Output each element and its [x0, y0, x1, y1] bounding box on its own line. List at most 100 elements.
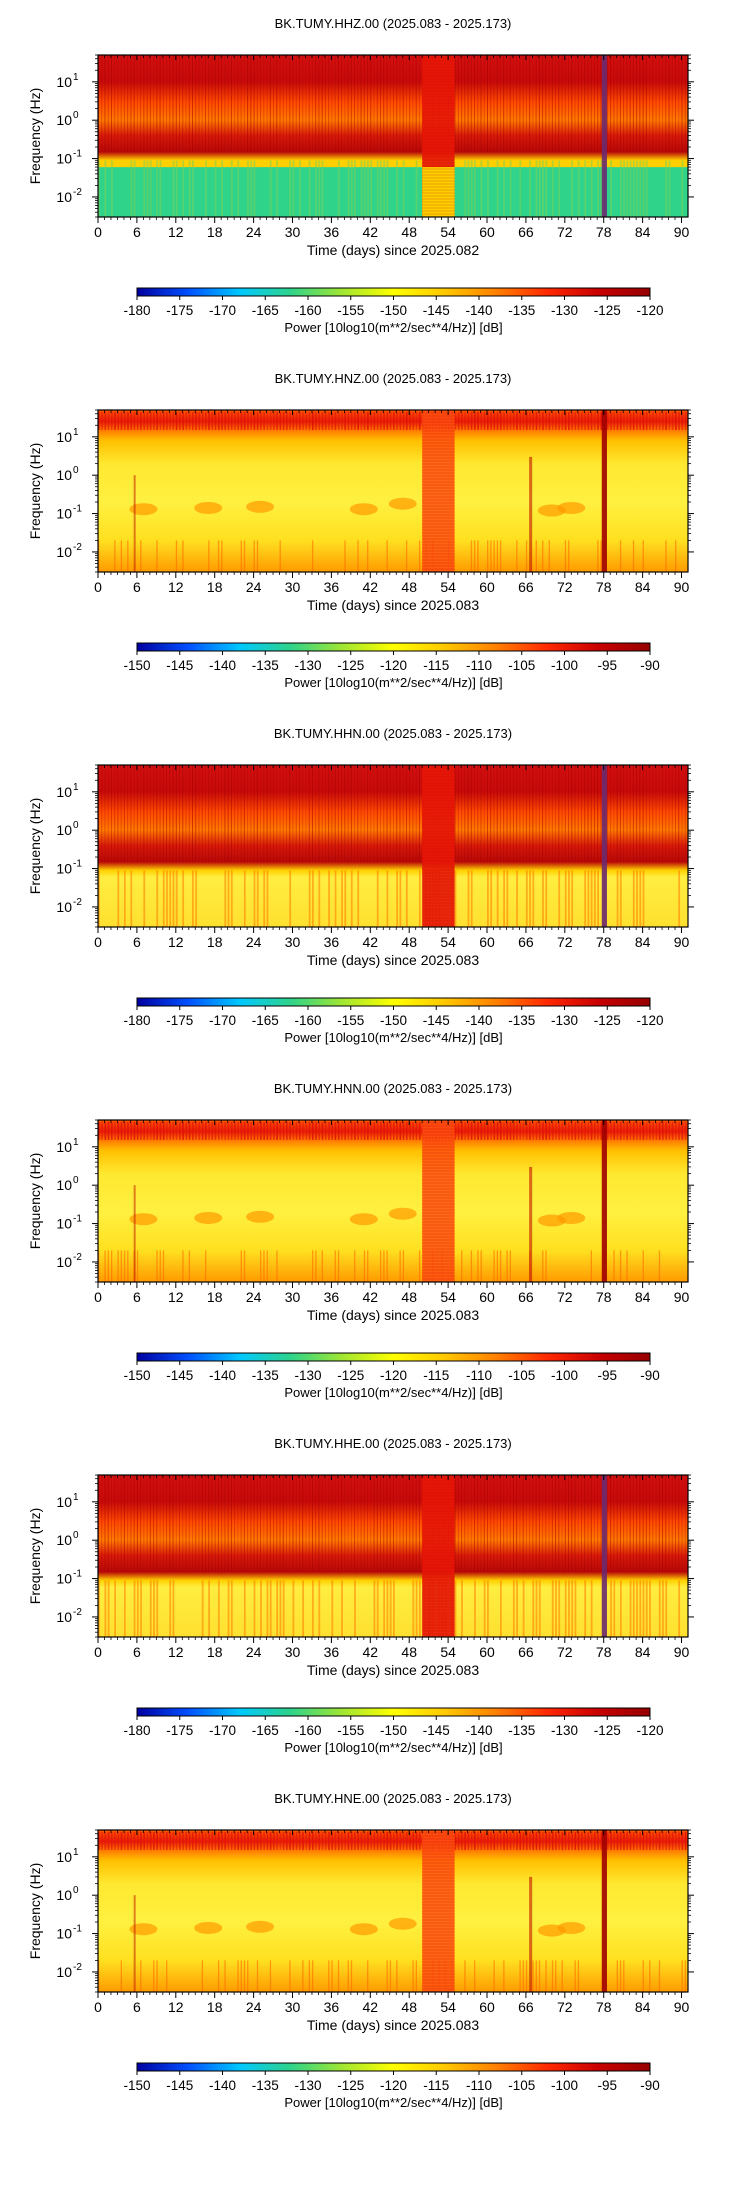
day-stripe — [555, 1580, 557, 1637]
day-stripe — [376, 1475, 378, 1572]
colorbar-tick-label: -160 — [294, 303, 321, 318]
colorbar-tick-label: -125 — [337, 658, 364, 673]
colorbar-tick-label: -175 — [166, 1013, 193, 1028]
day-stripe — [156, 1580, 159, 1637]
day-stripe — [548, 412, 551, 431]
day-stripe — [276, 160, 279, 217]
event-line — [601, 55, 607, 217]
day-stripe — [153, 765, 155, 862]
day-stripe — [490, 765, 492, 862]
day-stripe — [98, 412, 100, 431]
day-stripe — [201, 55, 203, 152]
day-stripe — [675, 540, 677, 572]
day-stripe — [558, 870, 561, 927]
day-stripe — [217, 1475, 219, 1572]
day-stripe — [678, 1580, 681, 1637]
day-stripe — [123, 1475, 125, 1572]
day-stripe — [418, 765, 420, 862]
y-axis-label: Frequency (Hz) — [27, 443, 43, 539]
x-tick-label: 84 — [635, 1289, 651, 1305]
day-stripe — [613, 1832, 616, 1851]
day-stripe — [104, 55, 106, 152]
day-stripe — [561, 1832, 564, 1851]
day-stripe — [120, 1122, 123, 1141]
day-stripe — [412, 1960, 414, 1992]
day-stripe — [146, 1832, 149, 1851]
day-stripe — [487, 1475, 488, 1572]
day-stripe — [418, 1580, 421, 1637]
day-stripe — [302, 1960, 304, 1992]
day-stripe — [198, 765, 200, 862]
day-stripe — [399, 1250, 401, 1282]
x-tick-label: 0 — [94, 1644, 102, 1660]
day-stripe — [649, 765, 651, 862]
day-stripe — [636, 1580, 638, 1637]
day-stripe — [133, 1580, 136, 1637]
event-line — [133, 1185, 136, 1282]
day-stripe — [610, 1580, 612, 1637]
day-stripe — [496, 1250, 499, 1282]
day-stripe — [675, 412, 677, 431]
day-stripe — [487, 160, 489, 217]
day-stripe — [389, 1122, 392, 1141]
day-stripe — [175, 55, 177, 152]
microseism-blob — [194, 1921, 223, 1934]
day-stripe — [629, 765, 631, 862]
day-stripe — [535, 1832, 538, 1851]
day-stripe — [509, 1832, 512, 1851]
day-stripe — [616, 55, 618, 152]
day-stripe — [302, 55, 304, 152]
day-stripe — [503, 1475, 505, 1572]
day-stripe — [626, 55, 628, 152]
day-stripe — [396, 765, 398, 862]
day-stripe — [590, 1122, 593, 1141]
day-stripe — [538, 1122, 541, 1141]
day-stripe — [302, 1832, 304, 1851]
day-stripe — [418, 55, 420, 152]
day-stripe — [156, 765, 158, 862]
day-stripe — [405, 1832, 408, 1851]
day-stripe — [645, 160, 648, 217]
day-stripe — [179, 1832, 181, 1851]
day-stripe — [487, 540, 489, 572]
day-stripe — [574, 765, 576, 862]
day-stripe — [166, 1475, 168, 1572]
x-tick-label: 84 — [635, 1644, 651, 1660]
day-stripe — [204, 55, 206, 152]
day-stripe — [632, 1122, 635, 1141]
x-tick-label: 6 — [133, 1644, 141, 1660]
day-stripe — [522, 55, 524, 152]
day-stripe — [383, 1832, 385, 1851]
day-stripe — [230, 160, 233, 217]
day-stripe — [558, 55, 560, 152]
day-stripe — [357, 765, 359, 862]
day-stripe — [487, 55, 488, 152]
day-stripe — [499, 1475, 501, 1572]
colorbar-tick-label: -160 — [294, 1723, 321, 1738]
day-stripe — [211, 55, 213, 152]
day-stripe — [457, 412, 460, 431]
day-stripe — [321, 1832, 324, 1851]
day-stripe — [214, 1475, 216, 1572]
day-stripe — [613, 55, 615, 152]
day-stripe — [347, 765, 349, 862]
day-stripe — [263, 765, 265, 862]
day-stripe — [266, 1580, 269, 1637]
colorbar-tick-label: -90 — [640, 2078, 660, 2093]
colorbar-tick-label: -175 — [166, 303, 193, 318]
day-stripe — [169, 1122, 171, 1141]
day-stripe — [354, 1832, 356, 1851]
day-stripe — [616, 870, 619, 927]
day-stripe — [393, 412, 395, 431]
day-stripe — [493, 765, 495, 862]
y-tick-exponent: -1 — [73, 1569, 82, 1580]
day-stripe — [237, 1960, 239, 1992]
day-stripe — [279, 1580, 282, 1637]
day-stripe — [107, 1475, 109, 1572]
y-tick-label: 10 — [56, 467, 72, 483]
day-stripe — [642, 55, 644, 152]
day-stripe — [104, 160, 107, 217]
day-stripe — [149, 1122, 152, 1141]
day-stripe — [162, 1250, 165, 1282]
